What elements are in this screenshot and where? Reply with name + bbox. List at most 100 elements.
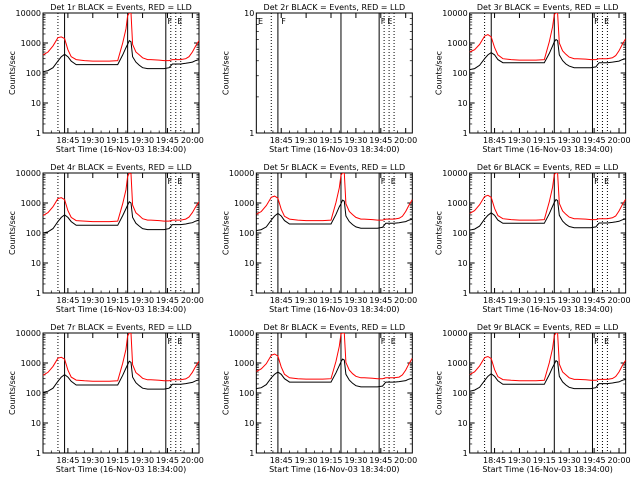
panel-6: Det 6r BLACK = Events, RED = LLD 10000 100…	[435, 163, 631, 314]
y-tick-label: 100	[239, 229, 254, 238]
y-tick-label: 10000	[16, 9, 41, 18]
x-axis-label: Start Time (16-Nov-03 18:34:00)	[482, 465, 612, 474]
y-tick-label: 1000	[447, 199, 467, 208]
panel-title: Det 3r BLACK = Events, RED = LLD	[477, 3, 619, 12]
plot-frame	[255, 12, 413, 134]
x-tick-label: 19:15	[319, 136, 342, 145]
x-tick-label: 19:30	[558, 456, 581, 465]
panel-title: Det 9r BLACK = Events, RED = LLD	[477, 323, 619, 332]
events-series-line	[469, 198, 626, 231]
y-axis-label: Counts/sec	[8, 51, 17, 95]
lld-series-line	[469, 173, 626, 221]
x-tick-label: 19:30	[295, 296, 318, 305]
y-tick-label: 100	[26, 389, 41, 398]
panel-title: Det 1r BLACK = Events, RED = LLD	[50, 3, 192, 12]
y-tick-label: 100	[452, 69, 467, 78]
x-tick-label: 19:30	[558, 296, 581, 305]
x-tick-label: 19:45	[369, 296, 392, 305]
y-tick-label: 1000	[21, 39, 41, 48]
region-label: E	[604, 17, 609, 26]
x-tick-label: 19:15	[106, 456, 129, 465]
x-tick-label: 19:15	[319, 456, 342, 465]
y-tick-label: 100	[452, 389, 467, 398]
y-tick-label: 100	[26, 229, 41, 238]
x-tick-label: 19:30	[508, 456, 531, 465]
lld-series-line	[256, 173, 413, 222]
y-tick-label: 10	[457, 419, 467, 428]
x-tick-label: 19:30	[508, 136, 531, 145]
x-tick-label: 18:45	[483, 456, 506, 465]
events-series-line	[256, 358, 413, 390]
y-tick-label: 100	[26, 69, 41, 78]
region-label: E	[604, 177, 609, 186]
lld-series-line	[43, 13, 199, 62]
y-tick-label: 1	[249, 129, 254, 138]
y-tick-label: 10	[244, 9, 254, 18]
y-tick-label: 10	[457, 99, 467, 108]
y-tick-label: 10	[31, 99, 41, 108]
x-tick-label: 19:15	[533, 296, 556, 305]
x-tick-label: 19:45	[583, 456, 606, 465]
x-tick-label: 19:45	[156, 136, 179, 145]
x-tick-label: 18:45	[483, 136, 506, 145]
y-tick-label: 10	[31, 259, 41, 268]
panel-4: Det 4r BLACK = Events, RED = LLD 10000 100…	[8, 163, 204, 314]
y-tick-label: 1000	[234, 359, 254, 368]
x-tick-label: 18:45	[56, 456, 79, 465]
x-tick-label: 19:15	[533, 456, 556, 465]
x-tick-label: 19:30	[81, 296, 104, 305]
panel-title: Det 7r BLACK = Events, RED = LLD	[50, 323, 192, 332]
x-tick-label: 19:30	[508, 296, 531, 305]
y-tick-label: 10	[244, 419, 254, 428]
y-tick-label: 100	[452, 229, 467, 238]
lld-series-line	[256, 333, 413, 380]
region-label: E	[387, 17, 392, 26]
x-tick-label: 18:45	[270, 136, 293, 145]
y-axis-label: Counts/sec	[435, 371, 444, 415]
y-tick-label: 1000	[21, 199, 41, 208]
events-series-line	[43, 360, 199, 393]
region-label: F	[381, 177, 386, 186]
x-axis-label: Start Time (16-Nov-03 18:34:00)	[269, 145, 399, 154]
panel-title: Det 6r BLACK = Events, RED = LLD	[477, 163, 619, 172]
panel-9: Det 9r BLACK = Events, RED = LLD 10000 100…	[435, 323, 631, 474]
y-tick-label: 1000	[21, 359, 41, 368]
y-tick-label: 1	[36, 449, 41, 458]
panel-3: Det 3r BLACK = Events, RED = LLD 10000 100…	[435, 3, 631, 154]
x-tick-label: 20:00	[607, 456, 630, 465]
x-tick-label: 19:30	[344, 136, 367, 145]
y-tick-label: 10000	[442, 329, 467, 338]
y-tick-label: 1000	[234, 199, 254, 208]
x-tick-label: 18:45	[270, 456, 293, 465]
y-tick-label: 10000	[16, 329, 41, 338]
x-tick-label: 18:45	[483, 296, 506, 305]
x-tick-label: 19:30	[131, 456, 154, 465]
x-tick-label: 20:00	[181, 136, 204, 145]
y-axis-label: Counts/sec	[435, 51, 444, 95]
y-axis-label: Counts/sec	[221, 51, 230, 95]
x-axis-label: Start Time (16-Nov-03 18:34:00)	[56, 305, 186, 314]
y-tick-label: 1000	[447, 359, 467, 368]
y-tick-label: 10	[244, 259, 254, 268]
x-tick-label: 18:45	[56, 296, 79, 305]
events-series-line	[43, 39, 199, 73]
x-tick-label: 19:45	[583, 136, 606, 145]
x-axis-label: Start Time (16-Nov-03 18:34:00)	[269, 465, 399, 474]
lld-series-line	[469, 333, 626, 382]
x-axis-label: Start Time (16-Nov-03 18:34:00)	[482, 145, 612, 154]
panel-title: Det 8r BLACK = Events, RED = LLD	[264, 323, 406, 332]
panel-title: Det 5r BLACK = Events, RED = LLD	[264, 163, 406, 172]
region-label: F	[381, 337, 386, 346]
x-tick-label: 18:45	[270, 296, 293, 305]
x-tick-label: 20:00	[394, 296, 417, 305]
y-axis-label: Counts/sec	[8, 211, 17, 255]
region-label: E	[177, 337, 182, 346]
y-tick-label: 10000	[16, 169, 41, 178]
y-axis-label: Counts/sec	[435, 211, 444, 255]
x-tick-label: 20:00	[394, 456, 417, 465]
y-tick-label: 1	[463, 449, 468, 458]
region-label: F	[167, 337, 172, 346]
region-label: F	[281, 17, 286, 26]
x-axis-label: Start Time (16-Nov-03 18:34:00)	[56, 145, 186, 154]
